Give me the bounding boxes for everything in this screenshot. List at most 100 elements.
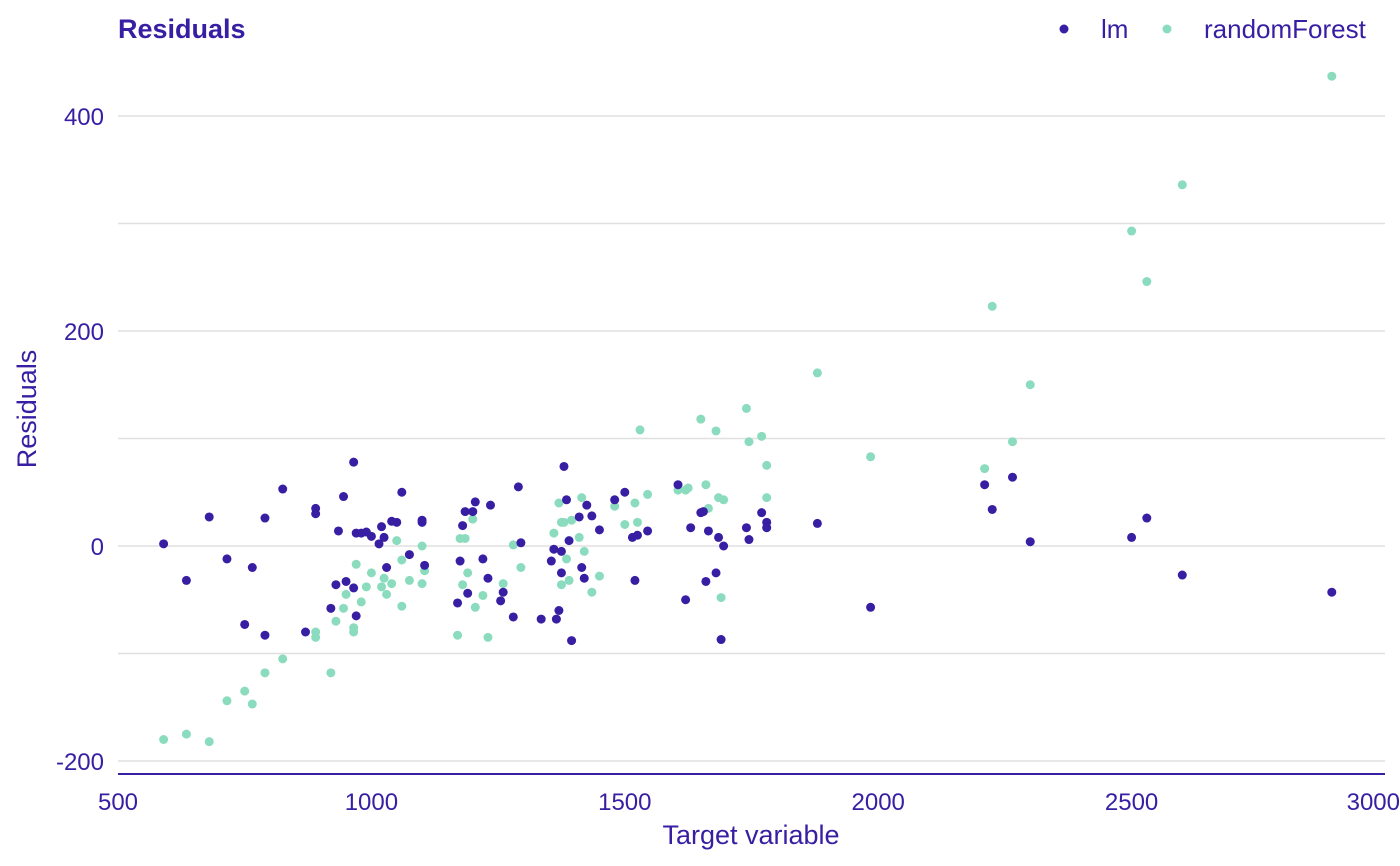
point-randomForest [716,593,726,603]
point-lm [1127,532,1137,542]
point-lm [498,587,508,597]
point-randomForest [701,480,711,490]
point-lm [366,531,376,541]
point-lm [247,563,257,572]
point-lm [326,603,336,613]
point-lm [339,492,349,502]
point-randomForest [1177,180,1187,190]
point-randomForest [453,630,463,640]
point-randomForest [610,501,620,511]
point-randomForest [980,464,990,474]
y-tick-label: 400 [64,104,104,131]
point-lm [567,636,577,646]
point-randomForest [366,568,376,578]
point-lm [1177,570,1187,580]
point-lm [453,598,463,608]
point-lm [404,550,414,560]
point-lm [382,563,392,572]
point-randomForest [326,668,336,678]
point-lm [630,575,640,585]
point-lm [301,627,311,637]
point-lm [468,507,478,517]
point-lm [554,606,564,615]
point-randomForest [460,533,470,543]
data-points [159,71,1337,747]
point-lm [333,526,343,536]
point-lm [741,523,751,533]
point-randomForest [498,579,508,589]
point-lm [496,596,506,606]
point-randomForest [579,546,589,556]
point-lm [1025,537,1035,547]
point-lm [632,530,642,540]
point-lm [331,580,341,590]
point-randomForest [351,559,361,569]
point-randomForest [377,582,387,592]
point-lm [762,523,772,533]
point-lm [579,573,589,583]
point-lm [458,521,468,531]
point-randomForest [577,493,587,503]
point-lm [278,484,288,494]
point-randomForest [1025,380,1035,390]
x-axis-title: Target variable [662,820,839,850]
point-lm [701,576,711,586]
point-randomForest [478,590,488,600]
x-tick-label: 2500 [1105,789,1158,816]
point-randomForest [204,737,214,747]
point-lm [516,538,526,548]
point-lm [719,541,729,551]
point-randomForest [463,568,473,578]
point-lm [377,522,387,532]
x-tick-label: 500 [98,789,138,816]
point-lm [711,568,721,578]
point-randomForest [562,554,572,564]
y-gridlines [118,115,1385,762]
point-lm [574,512,584,522]
chart-title: Residuals [118,14,246,44]
point-randomForest [222,696,232,706]
point-randomForest [470,602,480,612]
point-lm [513,482,523,492]
y-tick-label: -200 [56,749,104,776]
point-randomForest [404,575,414,585]
point-randomForest [812,368,822,378]
point-randomForest [508,540,518,550]
point-lm [643,526,653,536]
point-lm [620,487,630,497]
point-lm [562,495,572,505]
point-lm [420,560,430,570]
point-lm [349,457,359,467]
point-randomForest [278,654,288,664]
series-lm [159,457,1337,646]
point-lm [311,509,321,519]
point-randomForest [397,601,407,611]
legend: lm randomForest [1059,14,1367,44]
y-tick-label: 0 [91,534,104,561]
point-lm [866,602,876,612]
point-lm [546,556,556,566]
series-randomForest [159,71,1337,747]
point-randomForest [696,414,706,424]
point-randomForest [240,686,250,696]
point-lm [349,583,359,593]
point-randomForest [744,437,754,447]
point-randomForest [387,579,397,589]
point-randomForest [341,589,351,599]
point-lm [594,525,604,535]
legend-marker-randomforest [1162,24,1172,34]
point-lm [485,500,495,510]
point-randomForest [392,536,402,546]
point-randomForest [397,555,407,565]
point-lm [181,575,191,585]
point-randomForest [866,452,876,462]
point-randomForest [554,498,564,508]
point-lm [744,535,754,545]
point-randomForest [483,632,493,642]
x-tick-label: 2000 [852,789,905,816]
point-lm [392,517,402,527]
point-lm [455,556,465,566]
legend-label-randomforest: randomForest [1204,14,1367,44]
point-randomForest [620,520,630,529]
